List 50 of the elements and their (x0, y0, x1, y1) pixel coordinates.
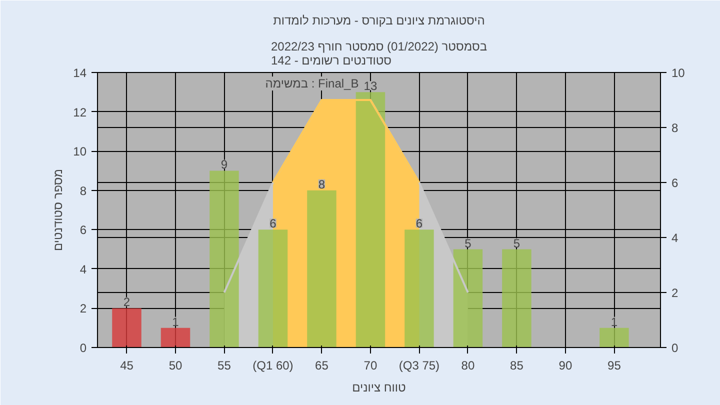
bar (502, 249, 532, 348)
x-tick-label: 85 (510, 358, 524, 372)
x-tick-label: (Q3 75) (398, 358, 440, 372)
y-tick-label: 12 (73, 105, 87, 120)
x-axis-title: טווח ציונים (352, 380, 406, 394)
x-tick-label: 50 (168, 358, 182, 372)
y-tick-label: 4 (80, 262, 87, 276)
data-label: 6 (416, 216, 423, 231)
data-label: 2 (123, 295, 130, 310)
x-tick-label: 90 (558, 358, 572, 372)
x-tick-label: 70 (364, 358, 378, 372)
bar (404, 230, 434, 348)
x-tick-label: 45 (120, 358, 134, 372)
data-label: 5 (513, 236, 520, 250)
y2-tick-label: 4 (672, 231, 678, 245)
bar (258, 230, 288, 348)
chart-title: היסטוגרמת ציונים בקורס - מערכות לומדות (273, 14, 485, 28)
y2-tick-label: 8 (672, 121, 678, 135)
data-label: 6 (270, 216, 277, 231)
data-label: 1 (172, 314, 180, 329)
y-tick-label: 8 (80, 184, 87, 198)
x-tick-label: 65 (315, 358, 329, 372)
y2-tick-label: 6 (672, 176, 678, 190)
bar (160, 328, 190, 348)
data-label: 8 (318, 177, 326, 192)
y-tick-label: 2 (80, 302, 87, 316)
bar (356, 92, 386, 348)
y-tick-label: 14 (73, 66, 87, 80)
bar (307, 190, 336, 348)
x-tick-label: (Q1 60) (252, 358, 294, 372)
x-tick-label: 95 (608, 358, 622, 372)
y-axis-title: מספר סטודנטים (51, 168, 66, 252)
x-tick-label: 80 (461, 358, 475, 372)
y2-tick-label: 0 (672, 341, 678, 355)
y2-tick-label: 2 (672, 286, 678, 300)
annotation: במשימה : Final_B (265, 76, 359, 90)
y-tick-label: 6 (80, 223, 87, 238)
bar (112, 308, 142, 348)
y2-tick-label: 10 (672, 66, 686, 80)
chart-subtitle: בסמסטר (01/2022) סמסטר חורף 2022/23 סטודנטים רשומים - 142 (270, 40, 488, 68)
data-label: 9 (220, 158, 228, 172)
y-tick-label: 0 (80, 341, 87, 355)
bar (210, 170, 239, 348)
data-label: 5 (464, 236, 472, 250)
bar (600, 328, 629, 348)
y-tick-label: 10 (73, 144, 87, 159)
data-label: 13 (364, 79, 378, 94)
x-tick-label: 55 (218, 358, 232, 372)
bar (453, 249, 483, 348)
data-label: 1 (610, 314, 618, 329)
